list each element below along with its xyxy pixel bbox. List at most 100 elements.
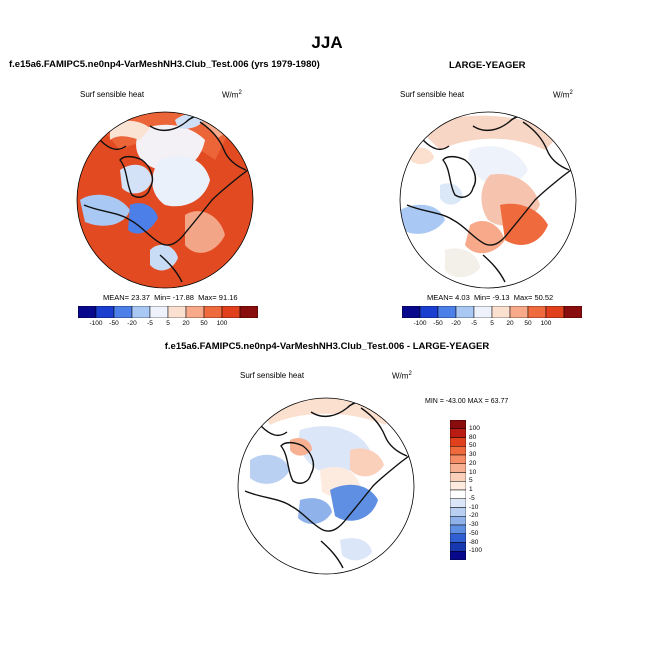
panel3-colorbar-tick-label: -30 — [469, 521, 479, 528]
panel3-colorbar-box-7 — [450, 481, 466, 491]
panel1-colorbar-box-9 — [239, 306, 258, 318]
panel1-colorbar — [78, 306, 258, 318]
panel1-max-label: Max= — [198, 293, 217, 302]
panel2-title: LARGE-YEAGER — [449, 60, 526, 71]
panel3-colorbar-tick-label: -5 — [469, 494, 475, 502]
panel3-colorbar-box-13 — [450, 533, 466, 543]
panel3-colorbar-box-2 — [450, 437, 466, 447]
panel2-stats: MEAN= 4.03 Min= -9.13 Max= 50.52 — [427, 293, 553, 302]
panel3-colorbar-box-8 — [450, 489, 466, 499]
panel3-colorbar-tick-label: -100 — [469, 547, 483, 555]
panel1-colorbar-box-1 — [95, 306, 115, 318]
panel2-colorbar-box-9 — [563, 306, 582, 318]
panel1-colorbar-tick-label: -50 — [109, 320, 119, 327]
panel3-colorbar-box-14 — [450, 542, 466, 552]
panel1-colorbar-box-8 — [221, 306, 241, 318]
panel2-colorbar-tick-label: -50 — [433, 320, 443, 327]
panel1-colorbar-box-5 — [167, 306, 187, 318]
panel1-stats: MEAN= 23.37 Min= -17.88 Max= 91.16 — [103, 293, 238, 302]
panel3-colorbar-tick-label: 1 — [469, 486, 473, 493]
panel3-colorbar-tick-label: 30 — [469, 451, 477, 458]
panel1-colorbar-tick-label: -100 — [89, 320, 103, 327]
panel2-colorbar-box-2 — [437, 306, 457, 318]
panel3-colorbar-box-5 — [450, 463, 466, 473]
panel2-colorbar-box-5 — [491, 306, 511, 318]
panel3-units: W/m2 — [392, 371, 412, 381]
panel2-colorbar-tick-label: -20 — [451, 320, 461, 327]
panel1-colorbar-box-4 — [149, 306, 169, 318]
panel1-units-sup: 2 — [238, 90, 242, 96]
panel3-colorbar-tick-label: -20 — [469, 512, 479, 520]
panel1-colorbar-tick-label: 20 — [182, 320, 190, 327]
panel3-colorbar — [450, 420, 466, 560]
panel2-units-text: W/m — [553, 90, 570, 100]
panel2-colorbar-tick-label: 50 — [524, 320, 532, 327]
panel1-colorbar-box-3 — [131, 306, 151, 318]
panel2-colorbar-tick-label: -100 — [413, 320, 427, 327]
panel1-colorbar-box-0 — [78, 306, 97, 318]
panel1-colorbar-tick-label: 100 — [216, 320, 228, 327]
panel3-colorbar-box-1 — [450, 428, 466, 438]
panel2-colorbar-labels: -100 -50 -20 -5 5 20 50 100 — [402, 320, 582, 330]
panel2-mean: 4.03 — [455, 293, 470, 302]
panel1-variable: Surf sensible heat — [80, 90, 145, 99]
panel3-colorbar-tick-label: 50 — [469, 442, 477, 450]
panel1-colorbar-labels: -100 -50 -20 -5 5 20 50 100 — [78, 320, 258, 330]
panel1-colorbar-box-2 — [113, 306, 133, 318]
season-title: JJA — [311, 33, 343, 52]
panel3-title: f.e15a6.FAMIPC5.ne0np4-VarMeshNH3.Club_T… — [164, 341, 490, 352]
panel3-colorbar-labels: 100 80 50 30 20 10 5 1 -5 -10 -20 -30 -50 -80 -100 — [469, 420, 509, 560]
panel1-min: -17.88 — [172, 293, 194, 302]
panel2-mean-label: MEAN= — [427, 293, 454, 302]
panel2-colorbar-box-1 — [419, 306, 439, 318]
panel1-colorbar-tick-label: -20 — [127, 320, 137, 327]
panel3-colorbar-tick-label: 80 — [469, 433, 477, 441]
panel2-colorbar-box-4 — [473, 306, 493, 318]
panel3-colorbar-tick-label: -80 — [469, 538, 479, 546]
panel2-colorbar-tick-label: 20 — [506, 320, 514, 327]
panel1-colorbar-box-7 — [203, 306, 223, 318]
panel2-colorbar-tick-label: -5 — [471, 320, 477, 327]
panel2-units: W/m2 — [553, 90, 573, 100]
panel2-variable: Surf sensible heat — [400, 90, 465, 99]
panel3-colorbar-tick-label: -50 — [469, 529, 479, 537]
panel2-colorbar-tick-label: 5 — [490, 320, 494, 327]
panel1-colorbar-tick-label: 50 — [200, 320, 208, 327]
panel3-colorbar-tick-label: 100 — [469, 424, 480, 432]
panel3-colorbar-box-3 — [450, 446, 466, 456]
panel2-colorbar-tick-label: 100 — [540, 320, 552, 327]
panel3-colorbar-box-6 — [450, 472, 466, 482]
panel3-colorbar-box-0 — [450, 420, 466, 429]
panel2-max-label: Max= — [513, 293, 533, 302]
panel3-units-sup: 2 — [408, 371, 412, 377]
panel3-colorbar-tick-label: 20 — [469, 459, 477, 467]
panel1-colorbar-tick-label: -5 — [147, 320, 153, 327]
panel2-min-label: Min= — [473, 293, 491, 302]
panel3-colorbar-box-15 — [450, 551, 466, 560]
panel3-colorbar-box-9 — [450, 498, 466, 508]
panel3-variable: Surf sensible heat — [240, 371, 305, 380]
panel3-colorbar-box-12 — [450, 524, 466, 534]
panel3-colorbar-box-11 — [450, 516, 466, 526]
panel3-stats: MIN = -43.00 MAX = 63.77 — [425, 398, 509, 405]
panel2-colorbar — [402, 306, 582, 318]
panel3-colorbar-tick-label: -10 — [469, 503, 479, 511]
panel3-colorbar-box-10 — [450, 507, 466, 517]
panel1-mean-label: MEAN= — [103, 293, 130, 302]
panel1-colorbar-box-6 — [185, 306, 205, 318]
panel1-colorbar-tick-label: 5 — [166, 320, 170, 327]
panel1-units: W/m2 — [222, 90, 242, 100]
panel3-colorbar-box-4 — [450, 454, 466, 464]
panel1-units-text: W/m — [222, 90, 239, 100]
panel2-colorbar-box-7 — [527, 306, 547, 318]
panel2-min: -9.13 — [492, 293, 510, 302]
panel2-max: 50.52 — [534, 293, 554, 302]
panel1-mean: 23.37 — [131, 293, 150, 302]
panel1-title: f.e15a6.FAMIPC5.ne0np4-VarMeshNH3.Club_T… — [9, 59, 320, 70]
panel1-max: 91.16 — [218, 293, 238, 302]
panel2-units-sup: 2 — [569, 90, 573, 96]
panel3-colorbar-tick-label: 10 — [469, 468, 477, 476]
panel2-colorbar-box-8 — [545, 306, 565, 318]
panel2-colorbar-box-6 — [509, 306, 529, 318]
